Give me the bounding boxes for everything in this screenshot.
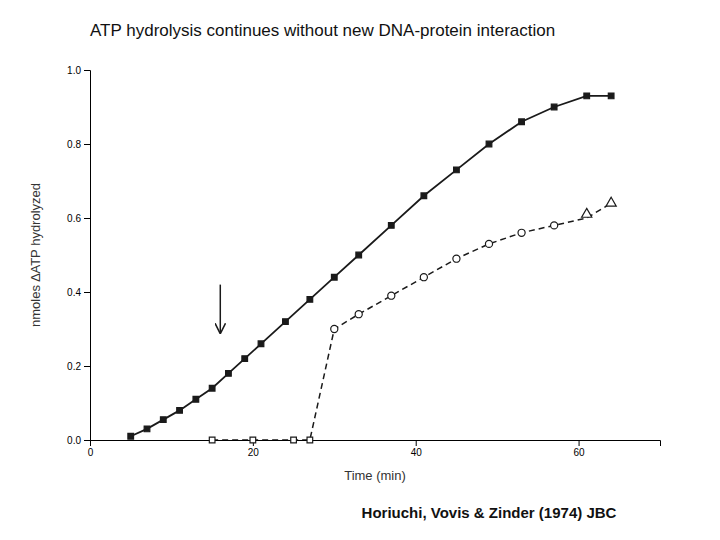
marker-circle-open [453, 255, 460, 262]
marker-triangle-open [606, 197, 616, 206]
y-axis-tick-mark [84, 366, 90, 367]
marker-square [331, 274, 337, 280]
lines [131, 96, 611, 440]
y-axis-tick-mark [84, 440, 90, 441]
y-axis-tick-label: 0.0 [67, 435, 81, 446]
x-axis-line [91, 441, 661, 447]
marker-square-open [307, 437, 313, 443]
y-axis-tick-label: 0.2 [67, 361, 81, 372]
line [131, 96, 611, 436]
marker-square [160, 417, 166, 423]
marker-square [144, 426, 150, 432]
x-axis-tick: 60 [574, 440, 586, 458]
marker-circle-open [331, 325, 338, 332]
marker-circle-open [551, 222, 558, 229]
y-axis-line [84, 71, 91, 441]
x-axis-tick-mark [579, 440, 580, 446]
y-axis-tick-mark [84, 292, 90, 293]
marker-square [551, 104, 557, 110]
marker-circle-open [388, 292, 395, 299]
y-axis-tick-label: 1.0 [67, 65, 81, 76]
markers [128, 93, 616, 443]
marker-square-open [291, 437, 297, 443]
marker-triangle-open [582, 208, 592, 217]
y-axis-tick-label: 0.6 [67, 213, 81, 224]
marker-square [584, 93, 590, 99]
marker-square [177, 408, 183, 414]
marker-square [356, 252, 362, 258]
y-axis-tick: 0.8 [67, 139, 90, 150]
marker-square-open [209, 437, 215, 443]
marker-square [193, 396, 199, 402]
marker-square [608, 93, 614, 99]
marker-square [421, 193, 427, 199]
marker-square [209, 385, 215, 391]
y-axis-tick: 0.0 [67, 435, 90, 446]
marker-square [388, 223, 394, 229]
marker-square [486, 141, 492, 147]
marker-square-open [250, 437, 256, 443]
x-axis-title: Time (min) [344, 468, 406, 483]
arrow [220, 285, 222, 333]
x-axis-tick-label: 20 [248, 447, 260, 458]
marker-square [226, 371, 232, 377]
marker-circle-open [420, 274, 427, 281]
chart: 0 20 40 60 0.0 0.2 0.4 0.6 0.8 1.0 Time (min) nmole… [0, 0, 720, 540]
x-axis-tick-label: 40 [411, 447, 423, 458]
y-axis-tick-label: 0.8 [67, 139, 81, 150]
y-axis-tick-mark [84, 144, 90, 145]
y-axis-tick-mark [84, 218, 90, 219]
marker-circle-open [485, 240, 492, 247]
y-axis: 0.0 0.2 0.4 0.6 0.8 1.0 [67, 65, 90, 446]
marker-square [128, 433, 134, 439]
y-axis-title: nmoles ∆ATP hydrolyzed [28, 183, 43, 327]
y-axis-tick: 1.0 [67, 65, 90, 76]
marker-square [283, 319, 289, 325]
marker-square [307, 297, 313, 303]
y-axis-tick: 0.4 [67, 287, 90, 298]
y-axis-tick-label: 0.4 [67, 287, 81, 298]
marker-square [258, 341, 264, 347]
y-axis-tick: 0.2 [67, 361, 90, 372]
x-axis-tick-label: 60 [574, 447, 586, 458]
x-axis-tick-mark [416, 440, 417, 446]
x-axis-tick: 40 [411, 440, 423, 458]
marker-circle-open [518, 229, 525, 236]
marker-square [454, 167, 460, 173]
marker-circle-open [355, 311, 362, 318]
x-axis: 0 20 40 60 [88, 440, 661, 458]
marker-square [242, 356, 248, 362]
citation: Horiuchi, Vovis & Zinder (1974) JBC [362, 504, 617, 521]
dashed-line [212, 203, 611, 440]
plot: 0 20 40 60 0.0 0.2 0.4 0.6 0.8 1.0 Time (min) nmole… [28, 65, 661, 483]
y-axis-tick-mark [84, 70, 90, 71]
marker-square [519, 119, 525, 125]
title: ATP hydrolysis continues without new DNA… [90, 21, 555, 40]
x-axis-tick-label: 0 [88, 447, 94, 458]
x-axis-tick: 0 [88, 440, 94, 458]
y-axis-tick: 0.6 [67, 213, 90, 224]
